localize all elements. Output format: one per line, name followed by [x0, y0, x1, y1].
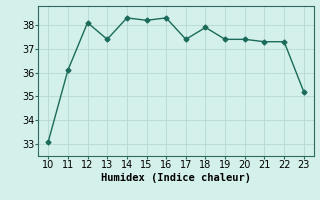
X-axis label: Humidex (Indice chaleur): Humidex (Indice chaleur) — [101, 173, 251, 183]
